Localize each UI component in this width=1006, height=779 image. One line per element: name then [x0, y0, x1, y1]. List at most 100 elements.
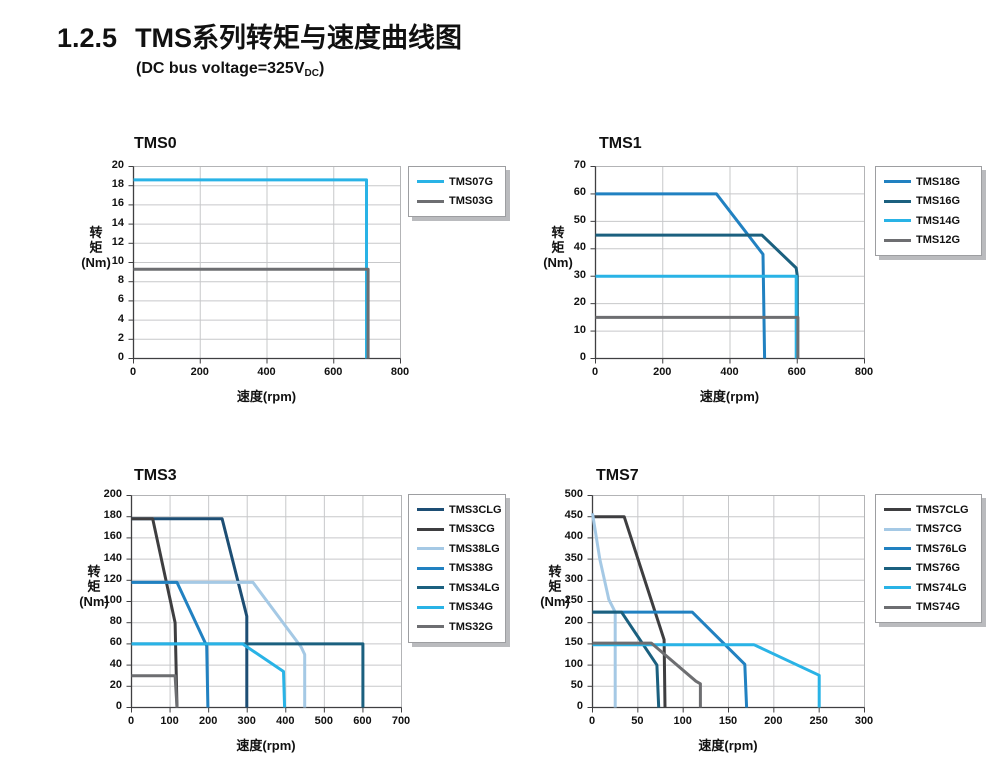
y-tick-label: 40: [573, 241, 586, 254]
series-line-TMS3CLG: [131, 517, 249, 708]
y-tick-label: 60: [573, 186, 586, 199]
series-line-TMS74G: [592, 641, 702, 708]
legend-label: TMS16G: [916, 195, 961, 208]
y-tick-label: 140: [103, 551, 122, 564]
legend-swatch-TMS03G: [417, 199, 444, 203]
series-line-TMS76G: [592, 610, 661, 708]
subscript-dc: DC: [304, 68, 319, 79]
tms7-x-axis-label: 速度(rpm): [698, 738, 758, 753]
x-tick-label: 800: [390, 366, 410, 378]
x-tick-label: 200: [198, 715, 218, 727]
x-tick-label: 400: [720, 366, 739, 378]
tms3-plot: [126, 495, 402, 713]
y-tick-label: 4: [117, 312, 124, 325]
y-tick-label: 30: [573, 268, 586, 281]
legend-item-TMS32G: TMS32G: [417, 617, 497, 637]
page-subtitle: (DC bus voltage=325VDC): [136, 60, 325, 79]
tms0-y-axis-label: 转矩 (Nm): [69, 225, 123, 270]
y-tick-label: 10: [111, 255, 124, 267]
y-tick-label: 0: [576, 700, 583, 712]
y-tick-label: 0: [115, 700, 122, 712]
legend-label: TMS34G: [449, 601, 494, 614]
y-axis-label-line: 转: [89, 225, 103, 240]
legend-swatch-TMS14G: [884, 219, 911, 223]
tms1-plot-group: [590, 166, 865, 364]
legend-label: TMS38G: [449, 562, 494, 575]
legend-item-TMS16G: TMS16G: [884, 192, 973, 212]
tms0-x-axis-label: 速度(rpm): [236, 389, 297, 404]
legend-swatch-TMS76LG: [884, 547, 911, 551]
legend-item-TMS03G: TMS03G: [417, 192, 497, 212]
y-tick-label: 350: [564, 551, 583, 564]
legend-label: TMS32G: [449, 620, 494, 633]
legend-item-TMS07G: TMS07G: [417, 172, 497, 192]
x-tick-label: 600: [787, 366, 806, 378]
legend-item-TMS74LG: TMS74LG: [884, 578, 973, 598]
x-tick-label: 100: [160, 715, 179, 727]
legend-item-TMS7CLG: TMS7CLG: [884, 500, 973, 520]
legend-swatch-TMS3CLG: [417, 508, 444, 512]
y-tick-label: 50: [570, 678, 583, 691]
y-tick-label: 60: [109, 636, 122, 649]
legend-item-TMS12G: TMS12G: [884, 231, 973, 251]
legend-item-TMS38G: TMS38G: [417, 559, 497, 579]
x-tick-label: 150: [718, 715, 738, 727]
y-tick-label: 0: [579, 351, 586, 363]
legend-swatch-TMS12G: [884, 238, 911, 242]
legend-swatch-TMS34LG: [417, 586, 444, 590]
y-tick-label: 12: [111, 235, 124, 248]
legend-swatch-TMS34G: [417, 605, 444, 609]
legend-item-TMS76LG: TMS76LG: [884, 539, 973, 559]
tms0-plot-group: [128, 166, 401, 364]
y-axis-label-line: 转: [551, 225, 565, 240]
legend-swatch-TMS76G: [884, 566, 911, 570]
legend-swatch-TMS18G: [884, 180, 911, 184]
y-tick-label: 18: [111, 178, 124, 191]
series-line-TMS16G: [595, 233, 799, 359]
y-tick-label: 300: [564, 572, 583, 585]
legend-item-TMS34G: TMS34G: [417, 598, 497, 618]
series-line-TMS3CG: [131, 517, 179, 708]
x-tick-label: 200: [190, 366, 209, 378]
x-tick-label: 0: [591, 366, 599, 378]
series-line-TMS12G: [595, 315, 800, 359]
y-tick-label: 100: [103, 594, 122, 606]
y-axis-label-line: 矩: [551, 240, 565, 255]
series-line-TMS38LG: [131, 580, 307, 708]
section-title: TMS系列转矩与速度曲线图: [135, 23, 463, 53]
y-tick-label: 10: [573, 323, 586, 336]
legend-label: TMS18G: [916, 175, 961, 188]
y-tick-label: 500: [564, 488, 583, 500]
legend-swatch-TMS74G: [884, 605, 911, 609]
y-tick-label: 70: [573, 159, 586, 171]
legend-label: TMS3CLG: [449, 503, 502, 516]
x-tick-label: 50: [631, 715, 644, 727]
y-tick-label: 0: [117, 351, 124, 363]
series-line-TMS7CG: [591, 513, 617, 708]
x-tick-label: 200: [653, 366, 672, 378]
legend-item-TMS18G: TMS18G: [884, 172, 973, 192]
y-tick-label: 160: [103, 530, 122, 543]
y-tick-label: 8: [117, 274, 124, 287]
x-tick-label: 200: [764, 715, 783, 727]
x-tick-label: 300: [237, 715, 256, 727]
legend-item-TMS7CG: TMS7CG: [884, 520, 973, 540]
y-tick-label: 450: [564, 509, 583, 522]
tms1-x-axis-label: 速度(rpm): [699, 389, 760, 404]
x-tick-label: 0: [127, 715, 135, 727]
y-axis-label-line: (Nm): [540, 594, 570, 609]
y-tick-label: 250: [564, 594, 583, 606]
series-line-TMS7CLG: [592, 515, 667, 708]
x-tick-label: 300: [854, 715, 874, 727]
tms7-y-axis-label: 转矩 (Nm): [528, 564, 582, 609]
y-tick-label: 40: [109, 657, 122, 670]
legend-label: TMS76G: [916, 562, 961, 575]
chart-title-tms0: TMS0: [134, 135, 177, 152]
y-axis-label-line: 转: [548, 564, 562, 579]
x-tick-label: 400: [276, 715, 295, 727]
series-line-TMS07G: [133, 178, 368, 359]
y-tick-label: 200: [103, 488, 122, 500]
y-axis-label-line: 矩: [548, 579, 562, 594]
